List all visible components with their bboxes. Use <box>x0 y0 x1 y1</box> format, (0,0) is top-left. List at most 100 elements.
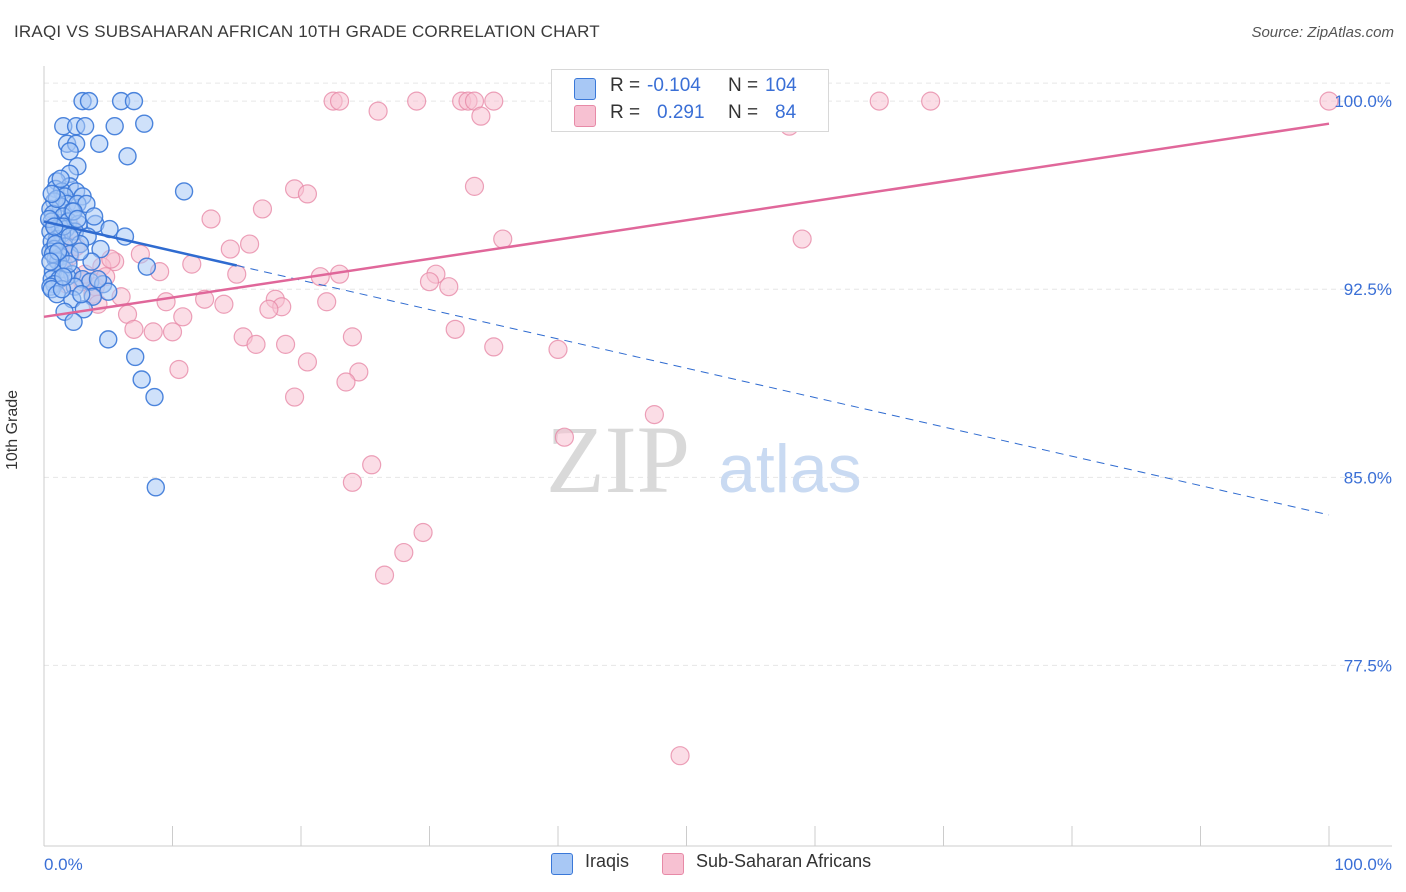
subsaharan-point <box>195 289 215 309</box>
iraqi-point <box>41 252 60 271</box>
bottom-legend-label-subsaharan: Sub-Saharan Africans <box>696 851 872 871</box>
legend-swatch-iraqi <box>574 78 596 100</box>
subsaharan-point <box>201 209 221 229</box>
iraqi-point <box>60 227 79 246</box>
y-tick-label: 100.0% <box>1334 92 1392 111</box>
subsaharan-point <box>349 362 369 382</box>
iraqi-point <box>88 269 108 289</box>
subsaharan-point <box>336 372 356 392</box>
chart-title: IRAQI VS SUBSAHARAN AFRICAN 10TH GRADE C… <box>14 22 600 41</box>
iraqi-point <box>99 330 118 349</box>
subsaharan-point <box>246 334 266 354</box>
bottom-legend-label-iraqi: Iraqis <box>585 851 630 871</box>
subsaharan-point <box>342 327 362 347</box>
subsaharan-point <box>297 184 318 204</box>
iraqi-point <box>72 285 91 304</box>
iraqi-point <box>124 91 144 111</box>
subsaharan-point <box>329 91 350 111</box>
x-tick-label: 0.0% <box>44 855 83 874</box>
subsaharan-point <box>439 277 459 297</box>
subsaharan-point <box>143 322 163 342</box>
iraqi-point <box>60 142 79 161</box>
iraqi-point <box>137 257 157 276</box>
watermark-atlas: atlas <box>718 431 862 507</box>
subsaharan-point <box>284 387 305 407</box>
iraqi-point <box>146 478 165 497</box>
iraqi-point <box>82 252 101 271</box>
subsaharan-trend <box>43 122 1330 319</box>
subsaharan-point <box>644 405 664 425</box>
tick-labels: 77.5% 85.0% 92.5% 100.0% 0.0% 100.0% <box>44 92 1392 874</box>
iraqi-point <box>126 347 145 367</box>
iraqi-point <box>90 134 109 153</box>
subsaharan-point <box>413 522 433 543</box>
subsaharan-point <box>1319 91 1339 111</box>
subsaharan-point <box>169 359 189 380</box>
subsaharan-point <box>419 272 440 292</box>
subsaharan-point <box>259 299 279 319</box>
subsaharan-point <box>792 229 812 249</box>
y-tick-label: 85.0% <box>1344 468 1392 487</box>
subsaharan-point <box>921 91 941 111</box>
subsaharan-point <box>173 307 193 327</box>
subsaharan-point <box>124 319 144 339</box>
y-tick-label: 77.5% <box>1344 656 1392 675</box>
iraqi-point <box>105 116 124 136</box>
legend-n-value: 84 <box>775 102 797 123</box>
bottom-legend-swatch-subsaharan <box>662 853 684 875</box>
y-tick-label: 92.5% <box>1344 280 1392 299</box>
iraqi-point <box>70 242 90 261</box>
subsaharan-point <box>471 106 491 126</box>
subsaharan-point <box>317 292 337 312</box>
iraqi-point <box>145 387 164 407</box>
iraqi-point <box>132 370 151 389</box>
subsaharan-point <box>220 239 240 259</box>
correlation-legend: R = -0.104 N = 104 R = 0.291 N = 84 <box>551 69 829 132</box>
x-tick-label: 100.0% <box>1334 855 1392 874</box>
legend-r-value: 0.291 <box>657 102 705 123</box>
iraqi-point <box>64 312 83 332</box>
legend-n-value: 104 <box>765 75 797 96</box>
subsaharan-point <box>394 542 414 563</box>
iraqi-point <box>174 182 194 201</box>
iraqi-point <box>45 217 64 236</box>
legend-n-label: N = <box>728 75 759 96</box>
subsaharan-point <box>368 101 388 121</box>
subsaharan-point <box>214 294 234 314</box>
subsaharan-point <box>342 472 362 492</box>
iraqi-point <box>51 169 70 189</box>
iraqi-point <box>84 207 104 226</box>
subsaharan-point <box>484 337 504 357</box>
legend-r-label: R = <box>610 102 641 123</box>
iraqi-point <box>79 91 99 111</box>
bottom-legend-swatch-iraqi <box>551 853 573 875</box>
subsaharan-point <box>297 352 318 372</box>
legend-r-value: -0.104 <box>647 75 701 96</box>
subsaharan-point <box>445 319 465 339</box>
y-axis-label: 10th Grade <box>4 389 21 470</box>
subsaharan-point <box>869 91 889 111</box>
subsaharan-point <box>464 176 485 196</box>
subsaharan-point <box>407 91 427 111</box>
subsaharan-point <box>227 264 247 284</box>
subsaharan-point <box>240 234 260 254</box>
iraqi-point <box>91 239 110 259</box>
legend-r-label: R = <box>610 75 641 96</box>
subsaharan-point <box>670 746 690 766</box>
source-credit: Source: ZipAtlas.com <box>1251 24 1394 41</box>
iraqi-point <box>75 116 95 136</box>
subsaharan-point <box>252 199 273 219</box>
trend-lines <box>43 122 1330 516</box>
subsaharan-point <box>484 91 504 111</box>
iraqi-point <box>54 267 73 286</box>
iraqi-trend-dashed <box>236 265 1330 516</box>
subsaharan-point <box>554 427 575 447</box>
subsaharan-point <box>493 229 513 249</box>
subsaharan-point <box>156 292 176 312</box>
subsaharan-point <box>362 455 382 475</box>
iraqi-trend-solid <box>43 220 238 267</box>
subsaharan-point <box>162 322 183 342</box>
iraqi-point <box>42 184 61 204</box>
iraqi-point <box>135 114 154 133</box>
